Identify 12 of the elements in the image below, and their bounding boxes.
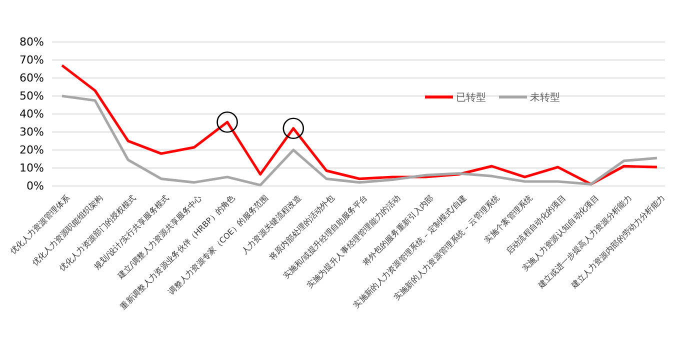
y-tick-label: 80% (20, 36, 44, 49)
legend-label: 已转型 (456, 92, 486, 104)
y-tick-label: 0% (26, 180, 44, 193)
y-tick-label: 70% (20, 54, 44, 67)
y-tick-label: 40% (20, 108, 44, 121)
y-tick-label: 50% (20, 90, 44, 103)
y-tick-label: 60% (20, 72, 44, 85)
y-tick-label: 10% (20, 162, 44, 175)
legend-label: 未转型 (530, 92, 560, 104)
y-tick-label: 20% (20, 144, 44, 157)
line-series (60, 64, 658, 186)
y-tick-label: 30% (20, 126, 44, 139)
